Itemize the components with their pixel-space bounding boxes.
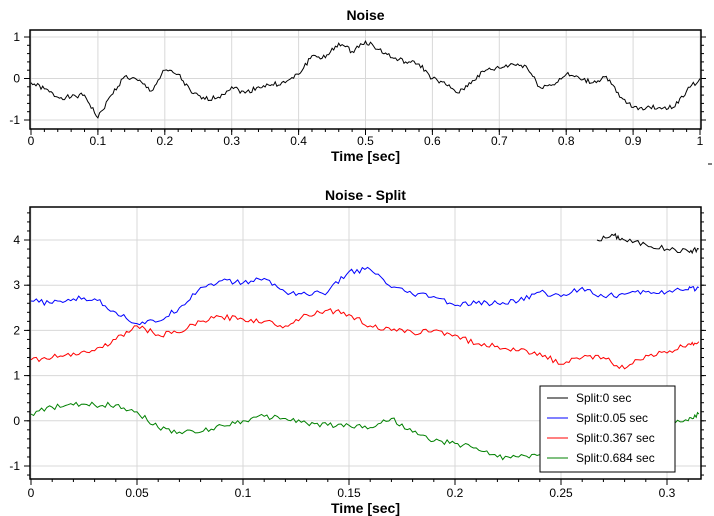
x-tick-label: 0.05 [125,486,149,500]
chart-0 [24,29,706,135]
y-tick-label: -1 [9,113,20,127]
legend-label: Split:0.367 sec [576,431,655,445]
x-tick-label: 0.15 [337,486,361,500]
x-tick-label: 1 [697,134,704,148]
x-tick-label: 0.25 [549,486,573,500]
y-tick-label: 0 [13,414,20,428]
x-tick-label: 0 [28,134,35,148]
legend-label: Split:0.05 sec [576,411,648,425]
y-tick-label: 1 [13,30,20,44]
y-tick-label: 1 [13,369,20,383]
chart-title: Noise [346,7,384,23]
legend-label: Split:0.684 sec [576,451,655,465]
y-tick-label: 2 [13,323,20,337]
plot-frame [29,206,702,480]
x-axis-label: Time [sec] [331,148,400,164]
x-tick-label: 0.2 [156,134,173,148]
x-tick-label: 0.1 [235,486,252,500]
y-tick-label: -1 [9,459,20,473]
x-tick-label: 0.8 [558,134,575,148]
legend [539,385,676,473]
y-tick-label: 0 [13,72,20,86]
chart-title: Noise - Split [325,187,406,203]
series-line-0 [30,39,701,119]
x-tick-label: 0 [28,486,35,500]
x-tick-label: 0.4 [290,134,307,148]
x-tick-label: 0.9 [625,134,642,148]
x-tick-label: 0.1 [90,134,107,148]
x-tick-label: 0.7 [491,134,508,148]
x-tick-label: 0.5 [357,134,374,148]
x-tick-label: 0.6 [424,134,441,148]
series-line-0 [596,232,699,255]
x-axis-label: Time [sec] [331,500,400,516]
x-tick-label: 0.3 [223,134,240,148]
plot-frame [29,29,702,130]
x-tick-label: 0.3 [659,486,676,500]
series-line-2 [30,308,700,370]
y-tick-label: 4 [13,233,20,247]
legend-label: Split:0 sec [576,391,631,405]
series-line-1 [30,266,699,326]
x-tick-label: 0.2 [447,486,464,500]
y-tick-label: 3 [13,278,20,292]
